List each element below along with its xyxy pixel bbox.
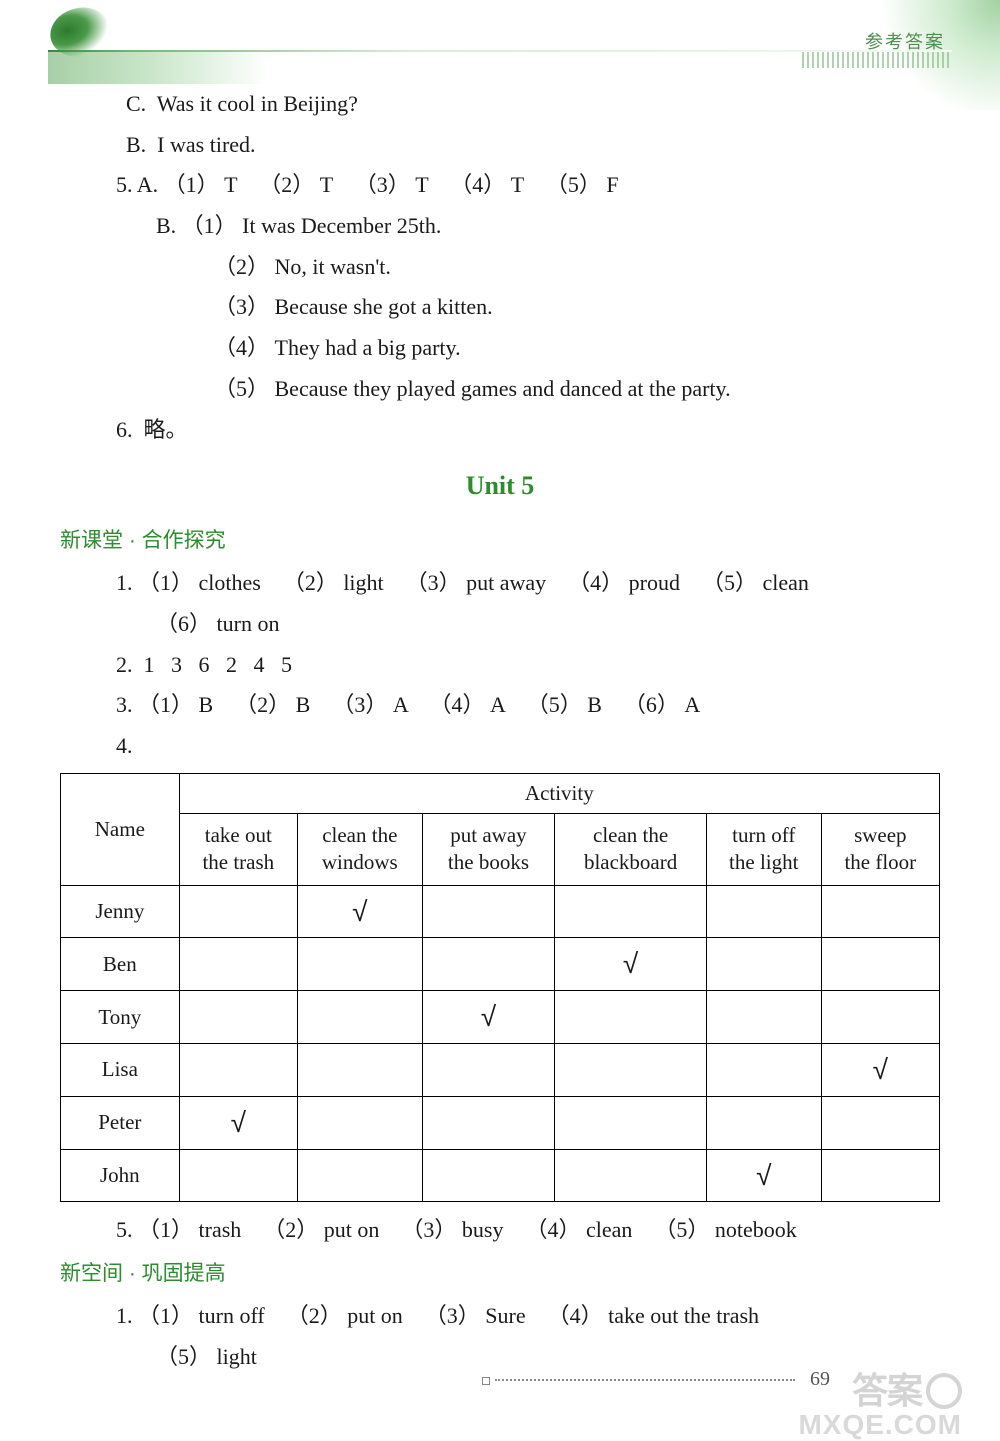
tick-icon: √ [756, 1160, 771, 1191]
activity-cell [179, 1149, 297, 1202]
activity-cell [821, 885, 939, 938]
activity-cell [297, 938, 422, 991]
activity-column-header: turn offthe light [706, 813, 821, 885]
table-row: Tony √ [61, 991, 940, 1044]
activity-cell [706, 938, 821, 991]
answer-line: 5. A. （1） T （2） T （3） T （4） T （5） F [60, 165, 940, 206]
activity-cell [297, 1096, 422, 1149]
activity-cell: √ [297, 885, 422, 938]
activity-cell [179, 938, 297, 991]
answer-line: 3. （1） B （2） B （3） A （4） A （5） B （6） A [60, 685, 940, 726]
activity-cell [422, 938, 555, 991]
activity-cell [821, 1096, 939, 1149]
name-cell: Tony [61, 991, 180, 1044]
header-bars-icon [802, 52, 952, 68]
answer-line: B. I was tired. [60, 125, 940, 166]
activity-cell [706, 1043, 821, 1096]
page-content: C. Was it cool in Beijing? B. I was tire… [60, 84, 940, 1377]
answer-line: 2. 1 3 6 2 4 5 [60, 645, 940, 686]
table-row: Lisa √ [61, 1043, 940, 1096]
table-row: John √ [61, 1149, 940, 1202]
answer-line: 1. （1） clothes （2） light （3） put away （4… [60, 563, 940, 604]
activity-cell [422, 885, 555, 938]
answer-line: 4. [60, 726, 940, 767]
activity-table: Name Activity take outthe trashclean the… [60, 773, 940, 1203]
watermark-url: MXQE.COM [798, 1409, 962, 1441]
unit-title: Unit 5 [60, 462, 940, 510]
answer-line: （2） No, it wasn't. [60, 247, 940, 288]
table-header-row: Name Activity [61, 773, 940, 813]
activity-header: Activity [179, 773, 939, 813]
page-number: 69 [810, 1368, 830, 1391]
activity-cell [179, 991, 297, 1044]
activity-cell: √ [821, 1043, 939, 1096]
activity-cell [422, 1043, 555, 1096]
tick-icon: √ [481, 1001, 496, 1032]
watermark-chars: 答案 [852, 1370, 922, 1411]
table-subheader-row: take outthe trashclean thewindowsput awa… [61, 813, 940, 885]
name-header: Name [61, 773, 180, 885]
header-label: 参考答案 [865, 28, 945, 54]
activity-cell [706, 1096, 821, 1149]
activity-cell: √ [706, 1149, 821, 1202]
activity-column-header: sweepthe floor [821, 813, 939, 885]
header-decoration: 参考答案 [0, 0, 1000, 80]
name-cell: John [61, 1149, 180, 1202]
watermark-circle-icon [926, 1373, 962, 1409]
header-smudge [48, 52, 268, 84]
table-row: Peter √ [61, 1096, 940, 1149]
footer-dotted-line [495, 1379, 795, 1381]
answer-line: 6. 略。 [60, 410, 940, 451]
section-label: 新课堂 · 合作探究 [60, 522, 940, 561]
table-row: Ben √ [61, 938, 940, 991]
answer-line: B. （1） It was December 25th. [60, 206, 940, 247]
activity-cell [297, 1149, 422, 1202]
tick-icon: √ [231, 1107, 246, 1138]
name-cell: Peter [61, 1096, 180, 1149]
table-row: Jenny √ [61, 885, 940, 938]
activity-cell [297, 1043, 422, 1096]
activity-cell [821, 991, 939, 1044]
name-cell: Ben [61, 938, 180, 991]
activity-cell [706, 991, 821, 1044]
answer-line: （6） turn on [60, 604, 940, 645]
activity-cell [821, 938, 939, 991]
tick-icon: √ [873, 1054, 888, 1085]
footer-square-icon [482, 1377, 490, 1385]
activity-cell [555, 1043, 707, 1096]
activity-cell [555, 991, 707, 1044]
answer-line: （3） Because she got a kitten. [60, 287, 940, 328]
answer-line: （5） light [60, 1337, 940, 1378]
activity-cell [297, 991, 422, 1044]
tick-icon: √ [623, 948, 638, 979]
activity-cell [555, 1096, 707, 1149]
activity-cell [179, 1043, 297, 1096]
name-cell: Jenny [61, 885, 180, 938]
activity-cell: √ [179, 1096, 297, 1149]
activity-cell [555, 1149, 707, 1202]
watermark-text: 答案 [852, 1362, 962, 1414]
name-cell: Lisa [61, 1043, 180, 1096]
activity-cell: √ [422, 991, 555, 1044]
activity-cell [821, 1149, 939, 1202]
activity-cell [422, 1096, 555, 1149]
activity-cell [422, 1149, 555, 1202]
activity-column-header: clean theblackboard [555, 813, 707, 885]
answer-line: 1. （1） turn off （2） put on （3） Sure （4） … [60, 1296, 940, 1337]
activity-column-header: take outthe trash [179, 813, 297, 885]
activity-cell [555, 885, 707, 938]
answer-line: 5. （1） trash （2） put on （3） busy （4） cle… [60, 1210, 940, 1251]
activity-column-header: put awaythe books [422, 813, 555, 885]
answer-line: （5） Because they played games and danced… [60, 369, 940, 410]
answer-line: （4） They had a big party. [60, 328, 940, 369]
activity-cell [706, 885, 821, 938]
section-label: 新空间 · 巩固提高 [60, 1255, 940, 1294]
activity-cell [179, 885, 297, 938]
activity-cell: √ [555, 938, 707, 991]
tick-icon: √ [352, 896, 367, 927]
activity-column-header: clean thewindows [297, 813, 422, 885]
answer-line: C. Was it cool in Beijing? [60, 84, 940, 125]
